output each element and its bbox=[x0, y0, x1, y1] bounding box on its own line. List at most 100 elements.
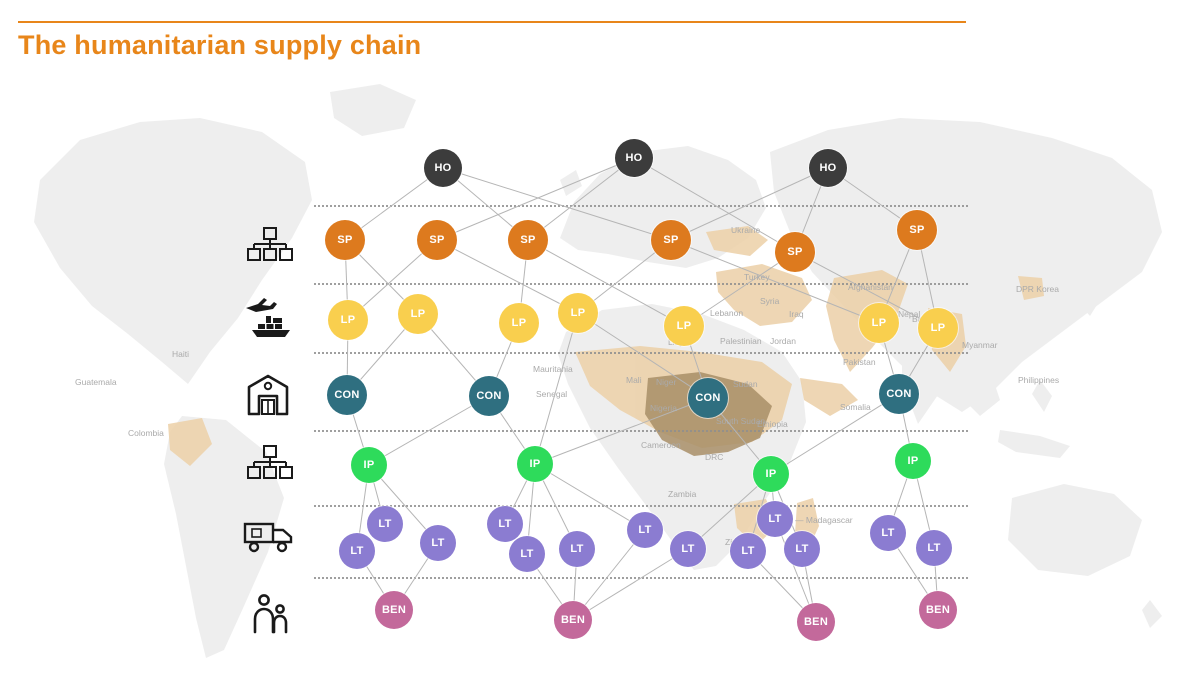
node-ho: HO bbox=[424, 149, 462, 187]
node-ho: HO bbox=[615, 139, 653, 177]
node-lt: LT bbox=[487, 506, 523, 542]
map-label: DPR Korea bbox=[1016, 284, 1059, 294]
map-label: Lebanon bbox=[710, 308, 744, 318]
row-separator bbox=[314, 205, 968, 207]
edge-line bbox=[534, 463, 646, 531]
node-lt: LT bbox=[784, 531, 820, 567]
plane-ship-icon bbox=[244, 296, 292, 343]
node-ip: IP bbox=[753, 456, 789, 492]
page-title: The humanitarian supply chain bbox=[18, 30, 422, 60]
node-ip: IP bbox=[517, 446, 553, 482]
map-label: Haiti bbox=[172, 349, 190, 359]
map-label: Syria bbox=[760, 296, 780, 306]
map-label: DRC bbox=[705, 452, 724, 462]
map-label: Mauritania bbox=[533, 364, 573, 374]
edge-line bbox=[577, 312, 709, 399]
node-lt: LT bbox=[339, 533, 375, 569]
map-label: Colombia bbox=[128, 428, 164, 438]
node-lp: LP bbox=[398, 294, 438, 334]
map-label: Jordan bbox=[770, 336, 796, 346]
node-ho: HO bbox=[809, 149, 847, 187]
node-lt: LT bbox=[916, 530, 952, 566]
node-ben: BEN bbox=[797, 603, 835, 641]
edge-line bbox=[534, 397, 709, 465]
row-separator bbox=[314, 430, 968, 432]
map-label: Nigeria bbox=[650, 403, 677, 413]
node-sp: SP bbox=[651, 220, 691, 260]
node-con: CON bbox=[879, 374, 919, 414]
edge-line bbox=[527, 157, 635, 241]
node-sp: SP bbox=[897, 210, 937, 250]
edge-line bbox=[436, 157, 635, 241]
map-label: Somalia bbox=[840, 402, 871, 412]
map-label: Pakistan bbox=[843, 357, 876, 367]
supply-network-icon bbox=[247, 226, 293, 271]
node-lt: LT bbox=[420, 525, 456, 561]
node-ben: BEN bbox=[375, 591, 413, 629]
accent-rule bbox=[18, 21, 966, 23]
node-lp: LP bbox=[918, 308, 958, 348]
node-lp: LP bbox=[664, 306, 704, 346]
edge-line bbox=[794, 251, 939, 329]
edge-line bbox=[534, 312, 579, 465]
node-lt: LT bbox=[670, 531, 706, 567]
node-ben: BEN bbox=[919, 591, 957, 629]
edge-line bbox=[527, 239, 685, 327]
node-lp: LP bbox=[328, 300, 368, 340]
node-ip: IP bbox=[895, 443, 931, 479]
edge-line bbox=[572, 548, 689, 621]
map-label: Iraq bbox=[789, 309, 804, 319]
map-label: Zambia bbox=[668, 489, 697, 499]
node-sp: SP bbox=[508, 220, 548, 260]
edge-line bbox=[683, 251, 796, 327]
node-con: CON bbox=[688, 378, 728, 418]
edge-line bbox=[368, 395, 490, 466]
node-lt: LT bbox=[559, 531, 595, 567]
node-ip: IP bbox=[351, 447, 387, 483]
node-lp: LP bbox=[859, 303, 899, 343]
edge-line bbox=[442, 167, 672, 241]
node-lp: LP bbox=[558, 293, 598, 333]
map-label: Palestinian bbox=[720, 336, 762, 346]
node-lt: LT bbox=[757, 501, 793, 537]
map-label: South Sudan bbox=[716, 416, 766, 426]
map-label: Cameroon bbox=[641, 440, 681, 450]
row-separator bbox=[314, 505, 968, 507]
edge-line bbox=[436, 239, 579, 314]
row-separator bbox=[314, 283, 968, 285]
map-label: Nepal bbox=[898, 309, 921, 319]
node-lt: LT bbox=[509, 536, 545, 572]
edge-line bbox=[633, 157, 796, 253]
map-label: Ethiopia bbox=[757, 419, 788, 429]
map-label: Myanmar bbox=[962, 340, 998, 350]
node-lp: LP bbox=[499, 303, 539, 343]
node-con: CON bbox=[327, 375, 367, 415]
beneficiaries-icon bbox=[250, 592, 290, 639]
row-separator bbox=[314, 352, 968, 354]
node-sp: SP bbox=[325, 220, 365, 260]
map-label: Senegal bbox=[536, 389, 568, 399]
map-label: Philippines bbox=[1018, 375, 1060, 385]
node-lt: LT bbox=[367, 506, 403, 542]
map-label: Sudan bbox=[733, 379, 758, 389]
map-label: Guatemala bbox=[75, 377, 117, 387]
node-con: CON bbox=[469, 376, 509, 416]
map-label: Ukraine bbox=[731, 225, 761, 235]
node-lt: LT bbox=[627, 512, 663, 548]
map-label: — Madagascar bbox=[795, 515, 853, 525]
map-label: Niger bbox=[656, 377, 677, 387]
warehouse-icon bbox=[247, 372, 289, 421]
map-label: Afghanistan bbox=[848, 282, 893, 292]
map-label: Mali bbox=[626, 375, 642, 385]
edge-line bbox=[670, 167, 829, 241]
distribution-network-icon bbox=[247, 444, 293, 489]
truck-icon bbox=[243, 520, 293, 561]
node-ben: BEN bbox=[554, 601, 592, 639]
node-sp: SP bbox=[417, 220, 457, 260]
node-sp: SP bbox=[775, 232, 815, 272]
edge-line bbox=[770, 393, 900, 475]
node-lt: LT bbox=[870, 515, 906, 551]
